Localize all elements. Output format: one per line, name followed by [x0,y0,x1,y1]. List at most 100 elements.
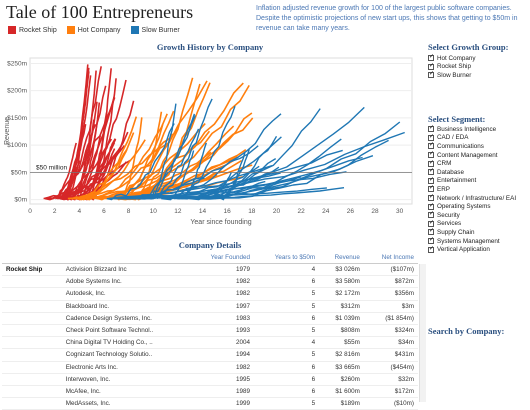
checkbox[interactable] [428,70,434,79]
table-row[interactable]: China Digital TV Holding Co., .. 2004 4 $55… [2,336,418,350]
revenue-cell: $3 580m [319,275,364,289]
segment-option[interactable]: CRM [428,159,516,168]
checkbox[interactable] [428,141,434,150]
years-to-50m-cell: 6 [253,373,320,386]
header-net-income[interactable]: Net Income [363,252,418,264]
reference-line-label: $50 million [36,164,67,171]
segment-option[interactable]: Network / Infrastructure/ EAI [428,193,516,203]
legend-item-rocket-ship[interactable]: Rocket Ship [8,26,57,34]
group-label [2,373,62,386]
years-to-50m-cell: 4 [253,336,320,350]
table-row[interactable]: Autodesk, Inc. 1982 5 $2 172m $356m [2,287,418,301]
segment-option[interactable]: ERP [428,184,516,194]
checkbox[interactable] [428,150,434,159]
segment-option[interactable]: Content Management [428,150,516,160]
checkbox[interactable] [428,159,434,167]
growth-group-option-label: Hot Company [437,54,476,62]
segment-option[interactable]: Operating Systems [428,202,516,211]
growth-group-option[interactable]: Hot Company [428,53,476,63]
revenue-cell: $2 816m [319,348,364,362]
growth-group-option[interactable]: Slow Burner [428,70,476,80]
header-years-to-50m[interactable]: Years to $50m [253,252,320,264]
page-title: Tale of 100 Entrepreneurs [6,2,194,22]
net-income-cell: $172m [363,385,418,399]
company-name-cell: Interwoven, Inc. [61,373,191,386]
table-row[interactable]: Rocket Ship Activision Blizzard Inc 1979 4 $… [2,263,418,277]
segment-option[interactable]: Vertical Application [428,245,516,254]
group-label [2,275,62,289]
year-founded-cell: 1982 [190,361,254,374]
checkbox[interactable] [428,245,434,253]
segment-option[interactable]: Services [428,219,516,229]
company-name-cell: China Digital TV Holding Co., .. [61,336,191,350]
checkbox[interactable] [428,62,434,70]
table-row[interactable]: Cadence Design Systems, Inc. 1983 6 $1 039m… [2,312,418,325]
series-line-slow-burner [139,155,374,200]
growth-group-heading: Select Growth Group: [428,42,509,52]
table-row[interactable]: Check Point Software Technol.. 1993 5 $808m… [2,324,418,338]
segment-option[interactable]: Supply Chain [428,227,516,237]
years-to-50m-cell: 5 [253,300,320,313]
checkbox[interactable] [428,133,434,141]
checkbox[interactable] [428,193,434,202]
series-line-slow-burner [201,176,302,200]
checkbox[interactable] [428,184,434,193]
checkbox[interactable] [428,202,434,210]
table-row[interactable]: Cognizant Technology Solutio.. 1994 5 $2 81… [2,348,418,362]
table-scrollbar[interactable] [419,264,426,402]
group-label [2,385,62,399]
checkbox[interactable] [428,167,434,176]
revenue-cell: $2 172m [319,287,364,301]
table-row[interactable]: Electronic Arts Inc. 1982 6 $3 665m ($454m) [2,361,418,374]
year-founded-cell: 1995 [190,373,254,386]
checkbox[interactable] [428,210,434,219]
segment-option[interactable]: Business Intelligence [428,124,516,134]
series-line-hot-company [71,116,138,200]
revenue-cell: $1 600m [319,385,364,399]
x-tick-label: 28 [371,208,379,215]
series-line-slow-burner [147,113,196,200]
company-name-cell: Blackboard Inc. [61,300,191,313]
growth-group-option[interactable]: Rocket Ship [428,62,476,72]
header-revenue[interactable]: Revenue [319,252,364,264]
company-name-cell: McAfee, Inc. [61,385,191,399]
revenue-cell: $55m [319,336,364,350]
checkbox[interactable] [428,219,434,227]
segment-option[interactable]: Entertainment [428,176,516,186]
legend-swatch [66,26,75,34]
segment-option[interactable]: Security [428,210,516,220]
segment-option[interactable]: CAD / EDA [428,133,516,143]
series-line-rocket-ship [65,85,107,201]
table-row[interactable]: Adobe Systems Inc. 1982 6 $3 580m $872m [2,275,418,289]
table-row[interactable]: Blackboard Inc. 1997 5 $312m $3m [2,300,418,313]
series-line-rocket-ship [60,123,87,200]
legend-item-slow-burner[interactable]: Slow Burner [130,26,180,34]
segment-option-label: Supply Chain [437,228,475,236]
table-row[interactable]: McAfee, Inc. 1989 6 $1 600m $172m [2,385,418,399]
series-line-slow-burner [137,115,197,200]
checkbox[interactable] [428,124,434,133]
year-founded-cell: 1982 [190,275,254,289]
segment-option-label: Operating Systems [437,203,491,211]
year-founded-cell: 1993 [190,324,254,338]
table-row[interactable]: Interwoven, Inc. 1995 6 $260m $32m [2,373,418,386]
checkbox[interactable] [428,176,434,184]
segment-option[interactable]: Database [428,167,516,177]
year-founded-cell: 1997 [190,300,254,313]
segment-option[interactable]: Communications [428,141,516,151]
series-line-slow-burner [185,138,342,200]
segment-option-label: CAD / EDA [437,134,469,142]
legend-item-hot-company[interactable]: Hot Company [66,26,121,34]
year-founded-cell: 1979 [190,263,254,277]
y-axis-label: Revenue [4,117,11,145]
net-income-cell: $32m [363,373,418,386]
y-tick-label: $0m [14,197,27,204]
checkbox[interactable] [428,227,434,236]
y-tick-label: $50m [11,169,27,176]
checkbox[interactable] [428,236,434,245]
header-year-founded[interactable]: Year Founded [190,252,254,264]
segment-option[interactable]: Systems Management [428,236,516,246]
y-tick-label: $200m [7,88,27,95]
checkbox[interactable] [428,53,434,62]
